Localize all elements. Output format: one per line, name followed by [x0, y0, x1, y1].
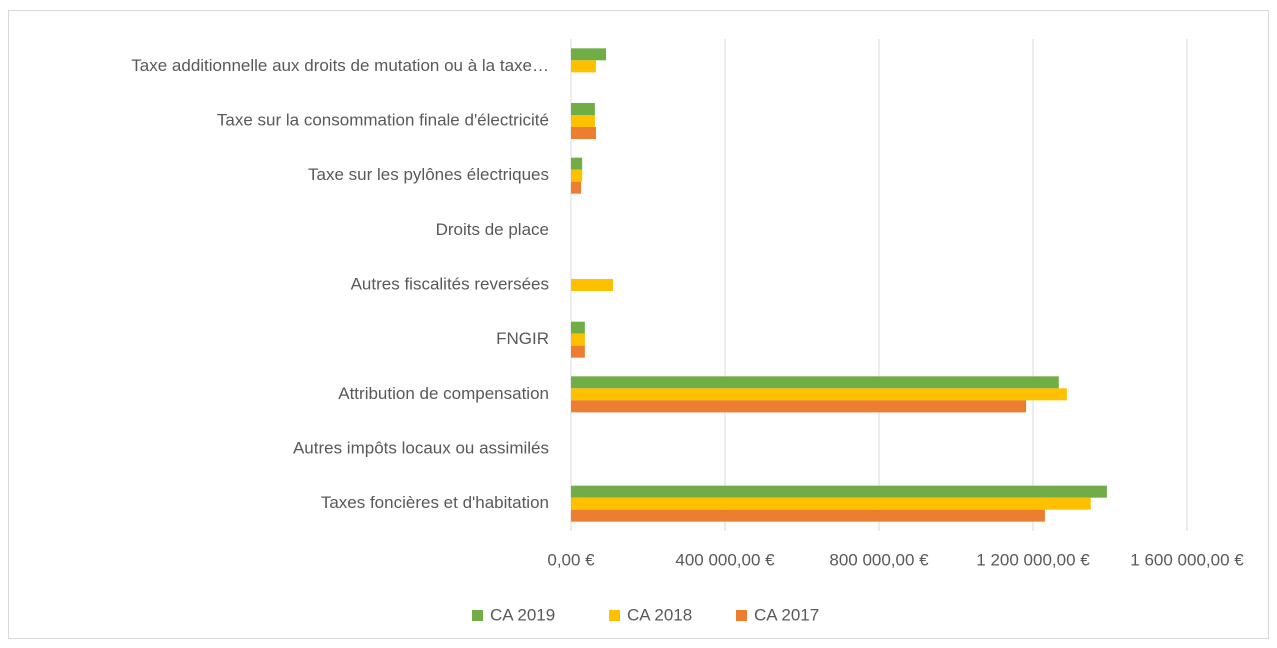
legend-label: CA 2017 [754, 605, 819, 624]
y-tick-label: Taxe additionnelle aux droits de mutatio… [131, 56, 549, 75]
legend-swatch [609, 610, 620, 621]
y-tick-label: Taxes foncières et d'habitation [321, 493, 549, 512]
y-tick-label: Attribution de compensation [338, 384, 549, 403]
bar [571, 388, 1067, 401]
bar [571, 376, 1059, 389]
bar [571, 497, 1091, 510]
bar [571, 333, 585, 346]
bar [571, 345, 585, 358]
bar [571, 115, 595, 127]
legend-swatch [736, 610, 747, 621]
bar [571, 169, 583, 182]
legend-swatch [472, 610, 483, 621]
bar [571, 157, 583, 170]
bar [571, 400, 1027, 413]
x-tick-label: 0,00 € [547, 550, 595, 569]
bar [571, 279, 613, 291]
bar [571, 321, 585, 334]
legend-label: CA 2019 [490, 605, 555, 624]
legend-label: CA 2018 [627, 605, 692, 624]
y-tick-label: Droits de place [436, 220, 549, 239]
y-tick-label: Taxe sur les pylônes électriques [308, 165, 549, 184]
bar [571, 60, 597, 73]
y-tick-label: FNGIR [496, 329, 549, 348]
y-tick-label: Autres impôts locaux ou assimilés [293, 438, 549, 457]
x-tick-label: 1 200 000,00 € [976, 550, 1090, 569]
y-tick-label: Autres fiscalités reversées [351, 274, 549, 293]
bar [571, 509, 1045, 522]
bar [571, 127, 597, 139]
x-tick-label: 400 000,00 € [675, 550, 775, 569]
x-tick-label: 800 000,00 € [829, 550, 929, 569]
x-tick-label: 1 600 000,00 € [1130, 550, 1244, 569]
bar [571, 103, 595, 115]
chart-frame [8, 10, 1269, 639]
bar [571, 181, 582, 194]
bar [571, 485, 1107, 498]
y-tick-label: Taxe sur la consommation finale d'électr… [217, 110, 549, 129]
bar [571, 48, 607, 61]
